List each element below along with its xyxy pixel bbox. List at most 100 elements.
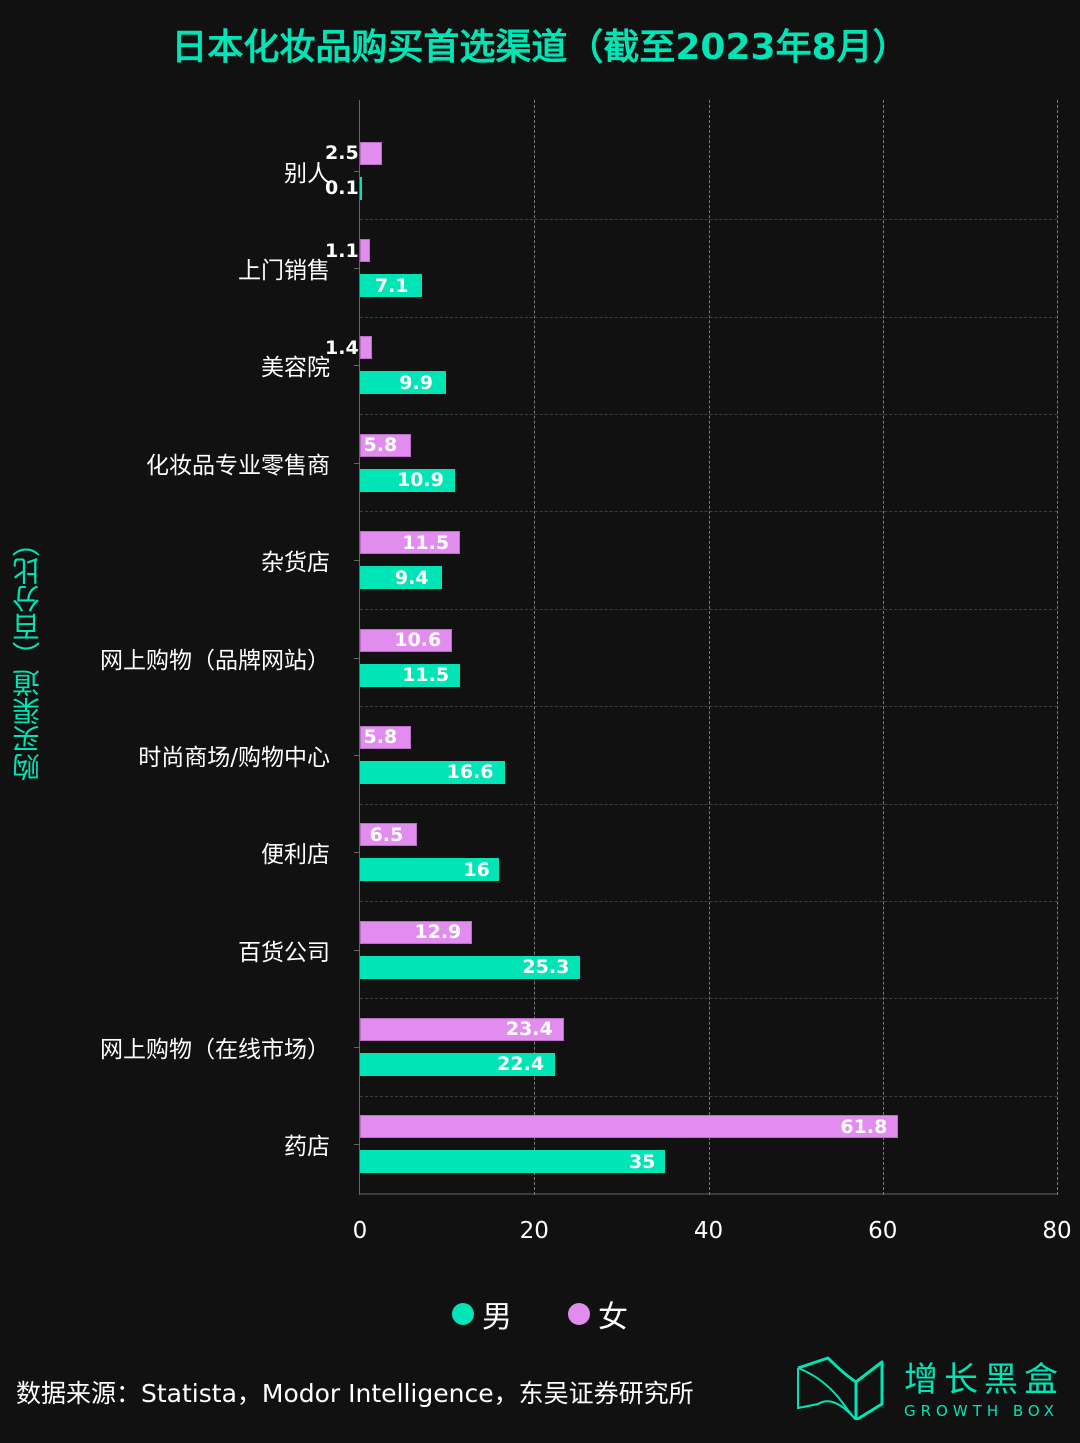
bar-male[interactable]: [360, 858, 500, 882]
bar-female[interactable]: [360, 141, 382, 165]
y-tick: [354, 852, 359, 854]
bar-value-label: 16: [463, 858, 490, 881]
y-tick: [354, 560, 359, 562]
legend: 男 女: [0, 1292, 1080, 1336]
bar-male[interactable]: [360, 663, 461, 687]
bar-female[interactable]: [360, 433, 411, 457]
x-tick-label: 80: [1042, 1218, 1072, 1244]
y-gridline: [360, 414, 1057, 416]
bar-value-label: 11.5: [402, 531, 450, 554]
bar-male[interactable]: [360, 1150, 665, 1174]
x-gridline: [534, 100, 536, 1195]
bar-female[interactable]: [360, 920, 473, 944]
bar-value-label: 6.5: [369, 823, 404, 846]
legend-label-male: 男: [482, 1300, 512, 1335]
y-tick: [354, 268, 359, 270]
bar-female[interactable]: [360, 531, 461, 555]
bar-female[interactable]: [360, 239, 370, 263]
logo-text-cn: 增长黑盒: [904, 1360, 1064, 1400]
category-label: 网上购物（品牌网站）: [100, 647, 330, 674]
bar-value-label: 61.8: [840, 1115, 888, 1138]
female-dot-icon: [568, 1303, 590, 1325]
x-gridline: [1057, 100, 1058, 1195]
y-tick: [354, 1046, 359, 1048]
bar-value-label: 11.5: [402, 664, 450, 686]
category-label: 时尚商场/购物中心: [138, 744, 330, 771]
growth-box-logo: 增长黑盒 GROWTH BOX: [794, 1352, 1074, 1427]
category-label: 美容院: [261, 355, 330, 382]
male-dot-icon: [452, 1303, 474, 1325]
y-gridline: [360, 706, 1057, 708]
bar-value-label: 5.8: [363, 434, 398, 457]
bar-value-label: 10.9: [396, 469, 444, 492]
bar-value-label: 23.4: [505, 1018, 553, 1041]
x-gridline: [882, 100, 884, 1195]
y-gridline: [360, 998, 1057, 1000]
category-label: 药店: [284, 1134, 330, 1161]
y-tick: [354, 462, 359, 464]
logo-text-en: GROWTH BOX: [904, 1402, 1060, 1420]
category-label: 百货公司: [238, 939, 330, 966]
y-gridline: [360, 511, 1057, 513]
bar-value-label: 2.5: [325, 142, 359, 165]
category-label: 上门销售: [238, 258, 330, 285]
x-tick-label: 20: [519, 1218, 549, 1244]
x-tick-label: 0: [352, 1218, 368, 1244]
bar-value-label: 1.4: [325, 336, 359, 359]
chart-title: 日本化妆品购买首选渠道（截至2023年8月）: [171, 27, 909, 68]
y-tick: [354, 754, 359, 756]
legend-item-male[interactable]: 男: [452, 1292, 512, 1336]
y-tick: [354, 1144, 359, 1146]
y-gridline: [360, 316, 1057, 318]
y-tick: [354, 657, 359, 659]
bar-female[interactable]: [360, 1017, 564, 1041]
bar-male[interactable]: [360, 371, 447, 395]
y-tick: [354, 170, 359, 172]
bar-female[interactable]: [360, 1115, 899, 1139]
y-tick: [354, 949, 359, 951]
category-label: 别人: [284, 160, 330, 187]
bar-male[interactable]: [360, 760, 505, 784]
y-tick: [354, 365, 359, 367]
bar-female[interactable]: [360, 823, 417, 847]
legend-label-female: 女: [598, 1300, 628, 1335]
bar-value-label: 9.9: [399, 371, 433, 394]
y-gridline: [360, 900, 1057, 902]
bar-value-label: 7.1: [374, 274, 409, 297]
y-gridline: [360, 608, 1057, 610]
bar-value-label: 16.6: [446, 761, 494, 784]
y-gridline: [360, 803, 1057, 805]
bar-female[interactable]: [360, 336, 373, 360]
x-tick-label: 60: [868, 1218, 898, 1244]
legend-item-female[interactable]: 女: [568, 1292, 628, 1336]
bar-value-label: 35: [628, 1150, 656, 1173]
category-label: 网上购物（在线市场）: [100, 1036, 330, 1063]
category-label: 化妆品专业零售商: [146, 452, 330, 479]
box-logo-icon: [797, 1356, 884, 1420]
bar-value-label: 12.9: [414, 921, 462, 944]
bar-male[interactable]: [360, 1052, 556, 1076]
bar-value-label: 10.6: [394, 629, 442, 651]
bar-value-label: 25.3: [522, 956, 570, 979]
category-label: 便利店: [261, 842, 330, 869]
source-note: 数据来源：Statista，Modor Intelligence，东吴证券研究所: [16, 1379, 694, 1408]
bar-female[interactable]: [360, 725, 411, 749]
x-tick-label: 40: [693, 1218, 724, 1244]
bar-male[interactable]: [360, 468, 455, 492]
bar-value-label: 22.4: [497, 1053, 545, 1076]
bar-female[interactable]: [360, 628, 453, 652]
bar-male[interactable]: [360, 566, 442, 590]
bar-value-label: 0.1: [325, 177, 359, 200]
bar-value-label: 9.4: [394, 566, 429, 589]
bar-male[interactable]: [360, 274, 422, 298]
bar-value-label: 5.8: [363, 726, 398, 749]
y-gridline: [360, 1095, 1057, 1097]
category-label: 杂货店: [261, 550, 330, 577]
x-gridline: [708, 100, 710, 1195]
bar-male[interactable]: [360, 176, 362, 200]
bar-value-label: 1.1: [325, 239, 359, 262]
y-axis-line: [359, 100, 360, 1195]
bar-male[interactable]: [360, 955, 581, 979]
y-gridline: [360, 219, 1057, 221]
